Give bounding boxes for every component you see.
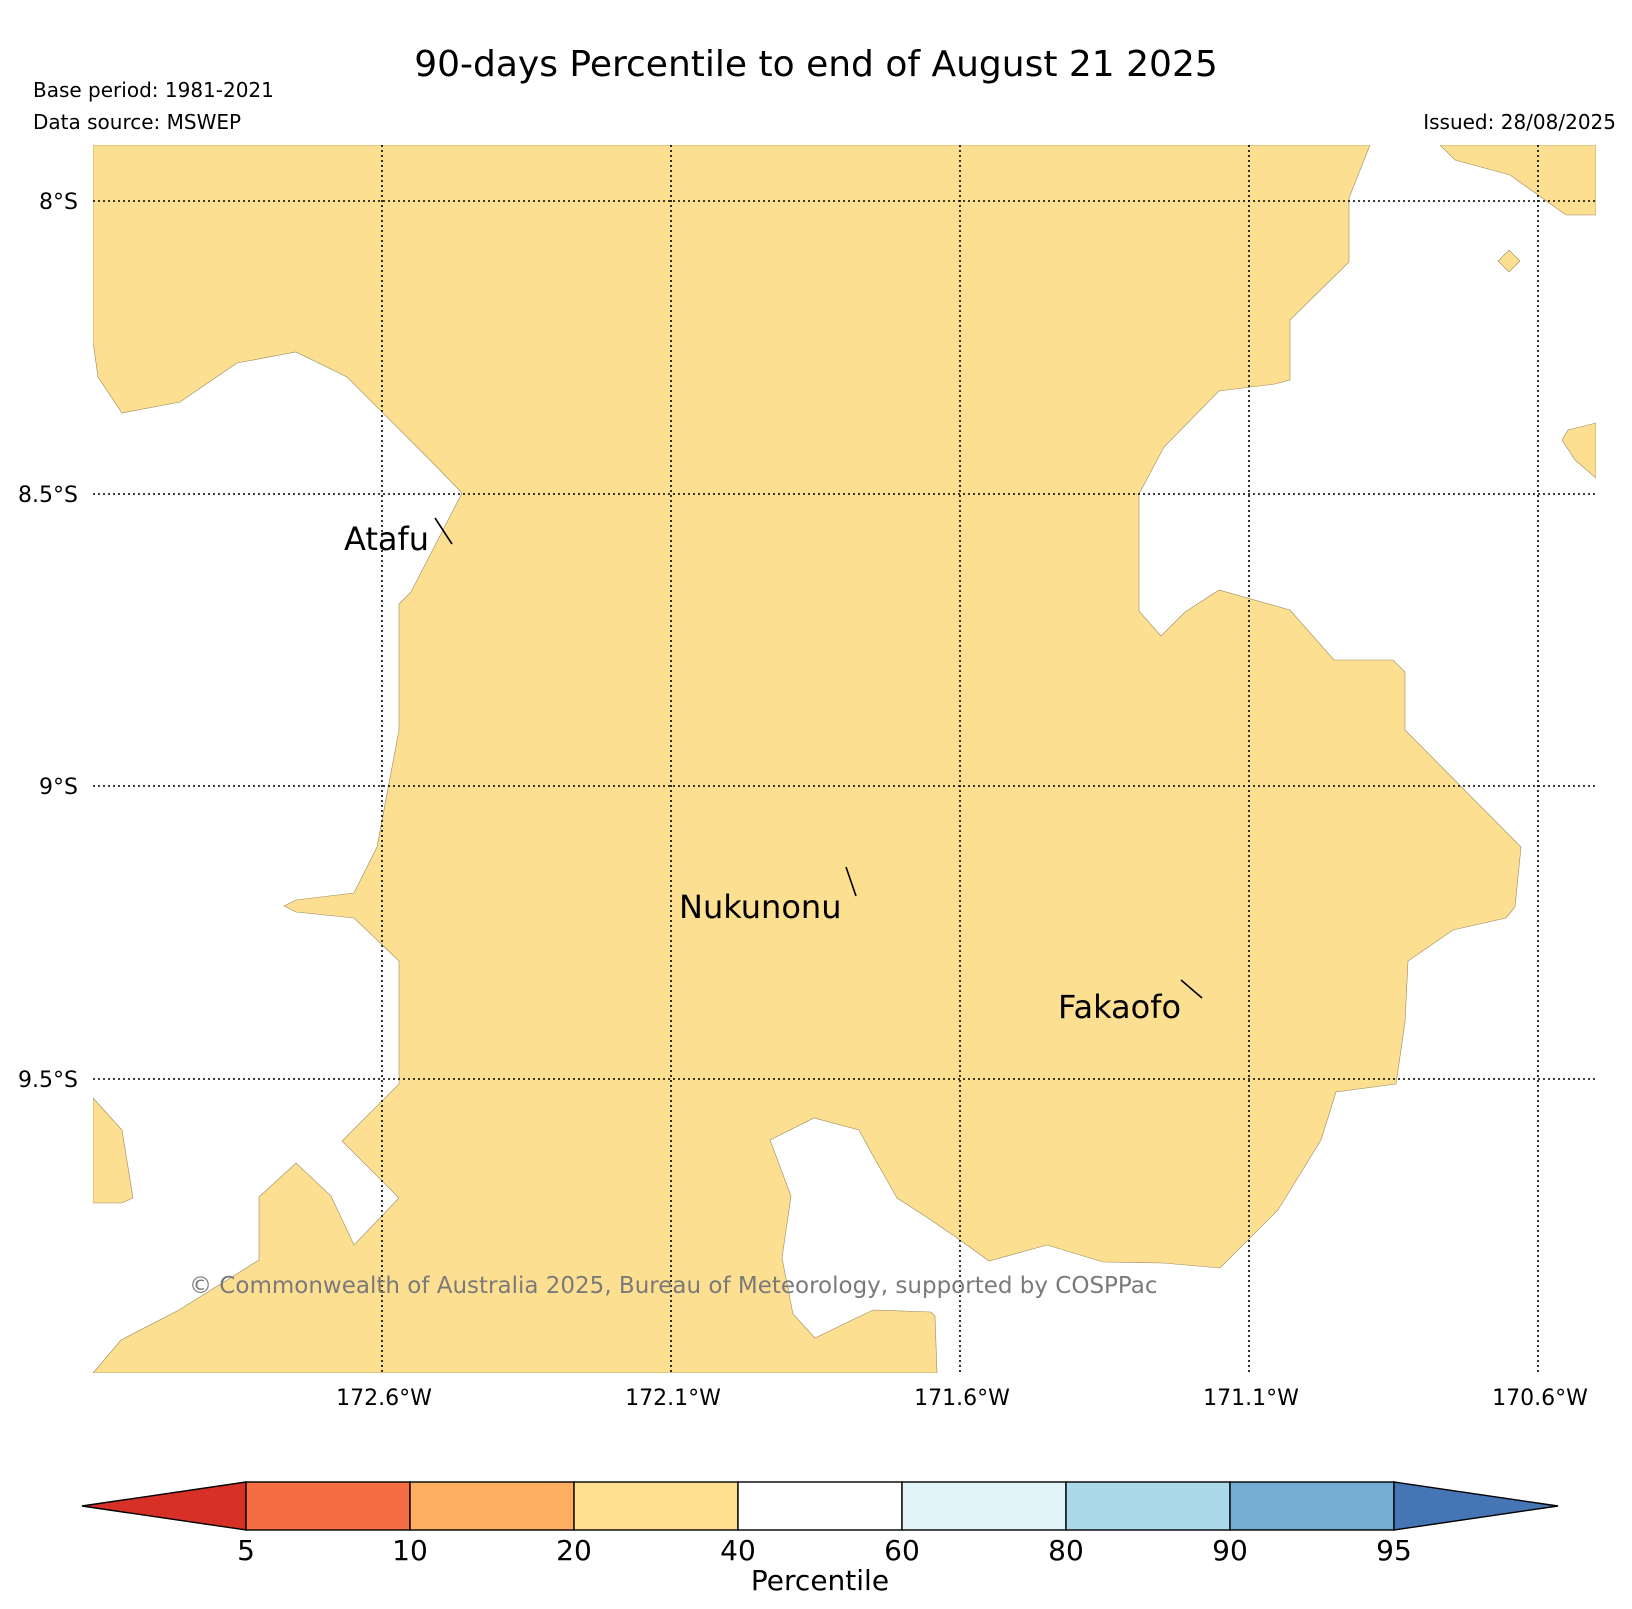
percentile-region-east bbox=[1561, 422, 1596, 479]
colorbar-40-60 bbox=[737, 1481, 903, 1531]
place-label-fakaofo: Fakaofo bbox=[1058, 988, 1181, 1026]
lat-label: 8°S bbox=[39, 190, 78, 215]
colorbar-80-90 bbox=[1065, 1481, 1231, 1531]
colorbar-tick: 10 bbox=[392, 1534, 428, 1567]
map-area bbox=[93, 145, 1596, 1373]
lon-label: 172.6°W bbox=[336, 1386, 432, 1411]
percentile-region-ne bbox=[1439, 145, 1596, 216]
lon-label: 172.1°W bbox=[625, 1386, 721, 1411]
colorbar bbox=[81, 1481, 1559, 1531]
lat-label: 9°S bbox=[39, 775, 78, 800]
issued-date: Issued: 28/08/2025 bbox=[1423, 110, 1616, 134]
percentile-region-small bbox=[1497, 249, 1521, 273]
colorbar-tick: 80 bbox=[1048, 1534, 1084, 1567]
copyright-text: © Commonwealth of Australia 2025, Bureau… bbox=[189, 1273, 1158, 1299]
colorbar-60-80 bbox=[901, 1481, 1067, 1531]
colorbar-20-40 bbox=[573, 1481, 739, 1531]
nukunonu-leader bbox=[845, 866, 857, 897]
base-period: Base period: 1981-2021 bbox=[33, 78, 274, 102]
lat-label: 8.5°S bbox=[18, 483, 78, 508]
lat-label: 9.5°S bbox=[18, 1068, 78, 1093]
colorbar-label: Percentile bbox=[751, 1564, 889, 1597]
colorbar-tick: 5 bbox=[237, 1534, 255, 1567]
lon-label: 170.6°W bbox=[1492, 1386, 1588, 1411]
fakaofo-leader bbox=[1180, 979, 1203, 999]
graticule bbox=[93, 145, 1596, 1373]
colorbar-tick: 40 bbox=[720, 1534, 756, 1567]
colorbar-5-10 bbox=[245, 1481, 411, 1531]
colorbar-tick: 60 bbox=[884, 1534, 920, 1567]
percentile-region-main bbox=[93, 145, 1522, 1373]
lon-label: 171.6°W bbox=[914, 1386, 1010, 1411]
place-label-atafu: Atafu bbox=[344, 520, 429, 558]
percentile-region-west bbox=[93, 1097, 134, 1204]
colorbar-tick: 95 bbox=[1376, 1534, 1412, 1567]
atafu-leader bbox=[434, 517, 453, 545]
lon-label: 171.1°W bbox=[1203, 1386, 1299, 1411]
colorbar-below-5 bbox=[81, 1481, 247, 1531]
data-source: Data source: MSWEP bbox=[33, 110, 242, 134]
colorbar-tick: 20 bbox=[556, 1534, 592, 1567]
colorbar-tick: 90 bbox=[1212, 1534, 1248, 1567]
place-label-nukunonu: Nukunonu bbox=[679, 888, 841, 926]
colorbar-10-20 bbox=[409, 1481, 575, 1531]
map-title: 90-days Percentile to end of August 21 2… bbox=[414, 44, 1218, 85]
colorbar-90-95 bbox=[1229, 1481, 1395, 1531]
colorbar-above-95 bbox=[1393, 1481, 1559, 1531]
